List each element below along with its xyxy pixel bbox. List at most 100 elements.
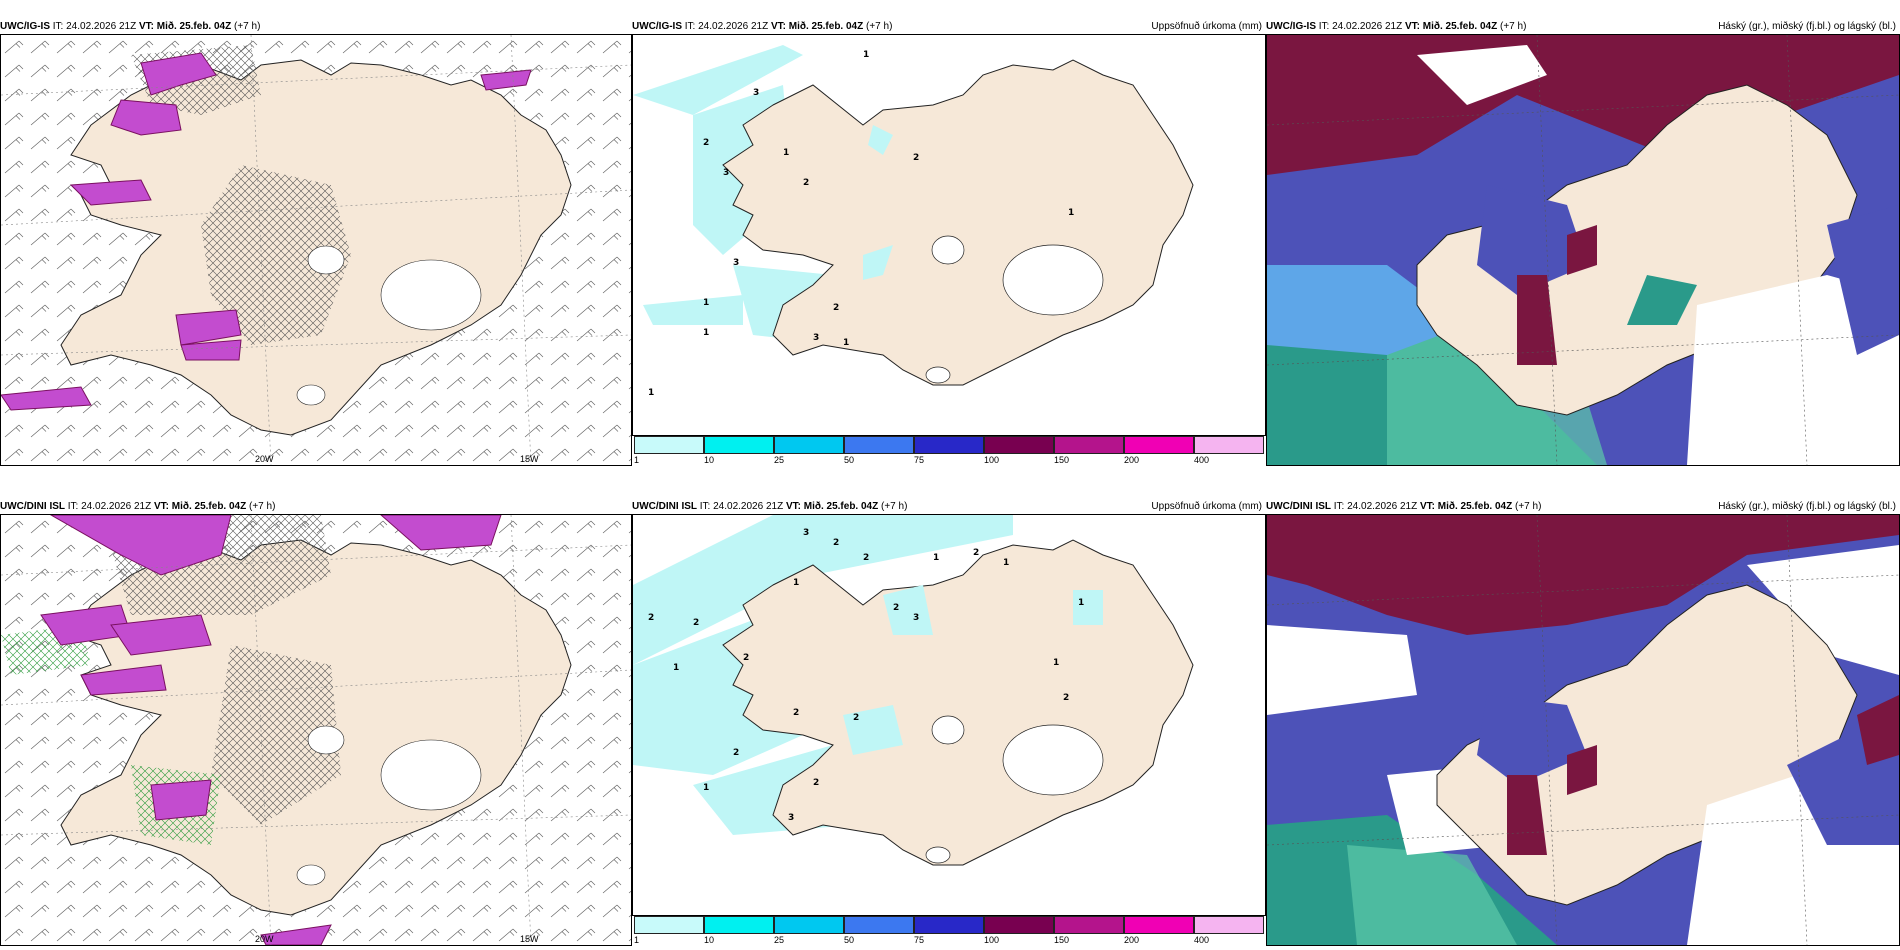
forecast-step: (+7 h) [1500, 21, 1527, 32]
model-name: UWC/DINI ISL [0, 501, 65, 512]
svg-text:3: 3 [913, 613, 919, 623]
svg-text:1: 1 [703, 783, 709, 793]
svg-text:1: 1 [793, 578, 799, 588]
panel-title: Háský (gr.), miðský (fj.bl.) og lágský (… [1718, 21, 1896, 32]
init-time: 24.02.2026 21Z [713, 501, 784, 512]
panel-header: UWC/IG-IS IT: 24.02.2026 21Z VT: Mið. 25… [632, 21, 892, 33]
colorbar-tick: 10 [704, 935, 715, 945]
colorbar-swatch [704, 436, 774, 454]
vt-label: VT: [1419, 501, 1435, 512]
it-label: IT: [684, 21, 696, 32]
svg-text:2: 2 [648, 613, 654, 623]
svg-text:2: 2 [803, 178, 809, 188]
iceland-land [722, 59, 1194, 386]
precip-map[interactable]: 1 3 2 3 1 2 2 1 3 2 3 1 1 1 1 [632, 34, 1266, 436]
svg-text:2: 2 [853, 713, 859, 723]
vt-label: VT: [138, 21, 154, 32]
colorbar-tick: 100 [984, 455, 1000, 465]
model-name: UWC/IG-IS [632, 21, 682, 32]
panel-bottom-right: UWC/DINI ISL IT: 24.02.2026 21Z VT: Mið.… [1266, 498, 1900, 946]
lon-label-15w: 15W [520, 934, 539, 944]
svg-text:1: 1 [863, 50, 869, 60]
valid-time: Mið. 25.feb. 04Z [171, 501, 247, 512]
svg-text:2: 2 [833, 538, 839, 548]
svg-text:2: 2 [863, 553, 869, 563]
vt-label: VT: [785, 501, 801, 512]
cloud-map[interactable] [1266, 514, 1900, 946]
svg-text:2: 2 [693, 618, 699, 628]
model-name: UWC/DINI ISL [632, 501, 697, 512]
svg-text:1: 1 [1003, 558, 1009, 568]
precip-map[interactable]: 3 2 1 2 1 2 1 2 2 1 2 2 3 1 1 2 2 2 2 2 [632, 514, 1266, 916]
colorbar-tick: 200 [1124, 935, 1140, 945]
model-name: UWC/IG-IS [1266, 21, 1316, 32]
svg-text:3: 3 [803, 528, 809, 538]
svg-text:3: 3 [813, 333, 819, 343]
colorbar-tick: 400 [1194, 935, 1210, 945]
colorbar-tick: 25 [774, 935, 785, 945]
it-label: IT: [67, 501, 79, 512]
panel-title: Uppsöfnuð úrkoma (mm) [1151, 21, 1262, 32]
valid-time: Mið. 25.feb. 04Z [803, 501, 879, 512]
colorbar-tick: 200 [1124, 455, 1140, 465]
svg-text:2: 2 [833, 303, 839, 313]
svg-text:2: 2 [743, 653, 749, 663]
forecast-step: (+7 h) [249, 501, 276, 512]
colorbar-tick: 1 [634, 455, 640, 465]
svg-text:1: 1 [1078, 598, 1084, 608]
panel-bottom-middle: UWC/DINI ISL IT: 24.02.2026 21Z VT: Mið.… [632, 498, 1266, 946]
colorbar-swatch [774, 436, 844, 454]
lon-label-20w: 20W [255, 454, 274, 464]
svg-text:2: 2 [733, 748, 739, 758]
it-label: IT: [1333, 501, 1345, 512]
panel-title: Háský (gr.), miðský (fj.bl.) og lágský (… [1718, 501, 1896, 512]
model-name: UWC/DINI ISL [1266, 501, 1331, 512]
svg-text:3: 3 [753, 88, 759, 98]
valid-time: Mið. 25.feb. 04Z [788, 21, 864, 32]
vt-label: VT: [153, 501, 169, 512]
colorbar-tick: 150 [1054, 455, 1070, 465]
it-label: IT: [1318, 21, 1330, 32]
wind-map[interactable] [0, 34, 632, 466]
valid-time: Mið. 25.feb. 04Z [1422, 21, 1498, 32]
colorbar-tick: 50 [844, 935, 855, 945]
forecast-step: (+7 h) [881, 501, 908, 512]
cloud-map[interactable] [1266, 34, 1900, 466]
svg-text:1: 1 [703, 328, 709, 338]
colorbar-tick: 25 [774, 455, 785, 465]
colorbar-swatch [1194, 436, 1264, 454]
svg-text:2: 2 [703, 138, 709, 148]
colorbar-swatch [914, 916, 984, 934]
vt-label: VT: [770, 21, 786, 32]
forecast-step: (+7 h) [234, 21, 261, 32]
colorbar-tick: 100 [984, 935, 1000, 945]
colorbar-swatch [1194, 916, 1264, 934]
colorbar-swatch [704, 916, 774, 934]
colorbar-swatch [1054, 916, 1124, 934]
colorbar-tick: 50 [844, 455, 855, 465]
valid-time: Mið. 25.feb. 04Z [1437, 501, 1513, 512]
svg-text:2: 2 [973, 548, 979, 558]
precip-labels: 1 3 2 3 1 2 2 1 3 2 3 1 1 1 1 [648, 50, 1074, 398]
svg-text:3: 3 [733, 258, 739, 268]
colorbar-swatch [1124, 916, 1194, 934]
colorbar-swatch [634, 916, 704, 934]
wind-map[interactable] [0, 514, 632, 946]
colorbar-swatch [844, 916, 914, 934]
svg-text:3: 3 [723, 168, 729, 178]
panel-top-middle: UWC/IG-IS IT: 24.02.2026 21Z VT: Mið. 25… [632, 18, 1266, 466]
svg-text:2: 2 [813, 778, 819, 788]
lon-label-20w: 20W [255, 934, 274, 944]
panel-title: Uppsöfnuð úrkoma (mm) [1151, 501, 1262, 512]
colorbar-tick: 150 [1054, 935, 1070, 945]
colorbar-swatch [1054, 436, 1124, 454]
panel-top-right: UWC/IG-IS IT: 24.02.2026 21Z VT: Mið. 25… [1266, 18, 1900, 466]
precip-colorbar: 1 10 25 50 75 100 150 200 400 [634, 436, 1264, 465]
svg-text:1: 1 [843, 338, 849, 348]
colorbar-swatch [634, 436, 704, 454]
panel-top-left: UWC/IG-IS IT: 24.02.2026 21Z VT: Mið. 25… [0, 18, 632, 466]
svg-text:1: 1 [703, 298, 709, 308]
panel-header: UWC/IG-IS IT: 24.02.2026 21Z VT: Mið. 25… [1266, 21, 1526, 33]
svg-text:2: 2 [793, 708, 799, 718]
svg-text:1: 1 [1053, 658, 1059, 668]
